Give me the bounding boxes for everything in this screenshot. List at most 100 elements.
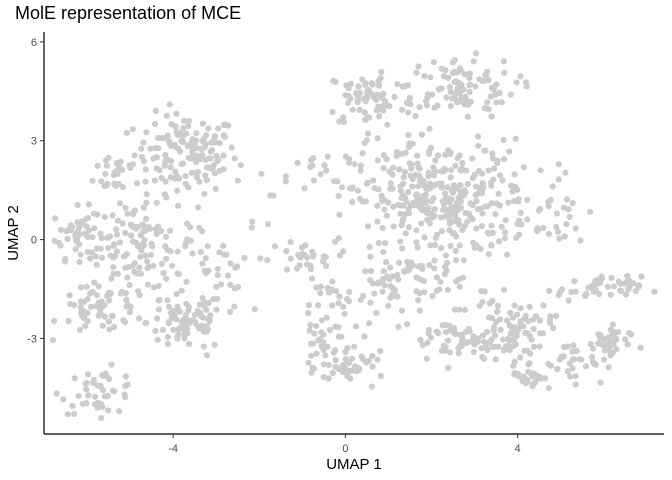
- data-point: [447, 174, 454, 181]
- data-point: [442, 263, 449, 271]
- data-point: [451, 57, 458, 64]
- data-point: [555, 161, 562, 168]
- data-point: [500, 156, 508, 163]
- data-point: [387, 282, 394, 290]
- data-point: [490, 165, 498, 172]
- data-point: [127, 164, 134, 172]
- data-point: [530, 325, 537, 333]
- data-point: [113, 231, 121, 238]
- data-point: [321, 162, 328, 169]
- data-point: [322, 352, 329, 359]
- data-point: [426, 125, 433, 132]
- data-point: [307, 163, 314, 171]
- data-point: [187, 224, 194, 231]
- data-point: [220, 242, 227, 249]
- data-point: [395, 323, 402, 330]
- data-point: [554, 228, 562, 235]
- data-point: [521, 347, 528, 354]
- data-point: [176, 325, 183, 332]
- data-point: [485, 167, 492, 174]
- data-point: [463, 339, 470, 346]
- data-point: [71, 301, 78, 309]
- data-point: [399, 83, 406, 90]
- data-point: [456, 242, 463, 249]
- data-point: [529, 373, 536, 380]
- data-point: [464, 218, 471, 226]
- data-point: [507, 330, 514, 337]
- data-point: [433, 181, 440, 188]
- data-point: [445, 364, 452, 372]
- data-point: [155, 297, 162, 304]
- data-point: [333, 288, 340, 295]
- data-point: [329, 278, 336, 285]
- data-point: [217, 281, 225, 288]
- data-point: [153, 154, 160, 161]
- data-point: [515, 371, 522, 378]
- data-point: [207, 155, 214, 162]
- data-point: [193, 130, 200, 137]
- data-point: [76, 259, 83, 266]
- data-point: [94, 162, 101, 169]
- data-point: [565, 206, 572, 213]
- data-point: [445, 74, 452, 81]
- data-point: [587, 208, 594, 215]
- data-point: [101, 183, 108, 190]
- data-point: [431, 206, 438, 213]
- data-point: [389, 185, 396, 192]
- data-point: [293, 265, 300, 272]
- data-point: [195, 204, 202, 211]
- data-point: [564, 368, 571, 375]
- data-point: [397, 202, 404, 209]
- data-point: [356, 106, 363, 113]
- data-point: [384, 273, 391, 280]
- data-point: [110, 324, 118, 331]
- data-point: [466, 74, 473, 81]
- data-point: [443, 94, 450, 101]
- data-point: [203, 306, 210, 313]
- data-point: [427, 334, 435, 341]
- data-point: [626, 282, 633, 290]
- data-point: [166, 101, 173, 108]
- data-point: [214, 272, 221, 279]
- data-point: [370, 177, 377, 184]
- data-point: [534, 226, 542, 233]
- data-point: [484, 229, 491, 236]
- data-point: [64, 411, 71, 418]
- data-point: [152, 145, 159, 152]
- data-point: [227, 260, 234, 267]
- data-point: [345, 360, 353, 367]
- data-point: [456, 306, 463, 313]
- data-point: [220, 132, 227, 139]
- data-point: [421, 73, 428, 80]
- data-point: [111, 253, 119, 260]
- data-point: [488, 179, 495, 186]
- data-point: [442, 252, 449, 259]
- data-point: [364, 93, 371, 100]
- data-point: [194, 168, 202, 176]
- data-point: [174, 248, 181, 255]
- data-point: [421, 289, 428, 296]
- data-point: [317, 289, 324, 297]
- data-point: [89, 177, 96, 184]
- data-point: [524, 330, 531, 337]
- data-point: [414, 244, 421, 251]
- data-point: [529, 381, 536, 389]
- data-point: [607, 291, 614, 298]
- data-point: [609, 321, 616, 328]
- data-point: [349, 106, 356, 113]
- data-point: [488, 113, 495, 120]
- data-point: [413, 69, 420, 76]
- data-point: [459, 160, 466, 167]
- data-point: [98, 235, 105, 242]
- data-point: [302, 242, 309, 249]
- data-point: [136, 264, 143, 271]
- data-point: [622, 336, 629, 343]
- data-point: [385, 302, 392, 309]
- data-point: [512, 183, 519, 190]
- data-point: [481, 338, 488, 345]
- data-point: [85, 201, 92, 208]
- data-point: [414, 152, 421, 159]
- data-point: [323, 262, 330, 269]
- data-point: [183, 316, 191, 323]
- data-point: [308, 157, 315, 164]
